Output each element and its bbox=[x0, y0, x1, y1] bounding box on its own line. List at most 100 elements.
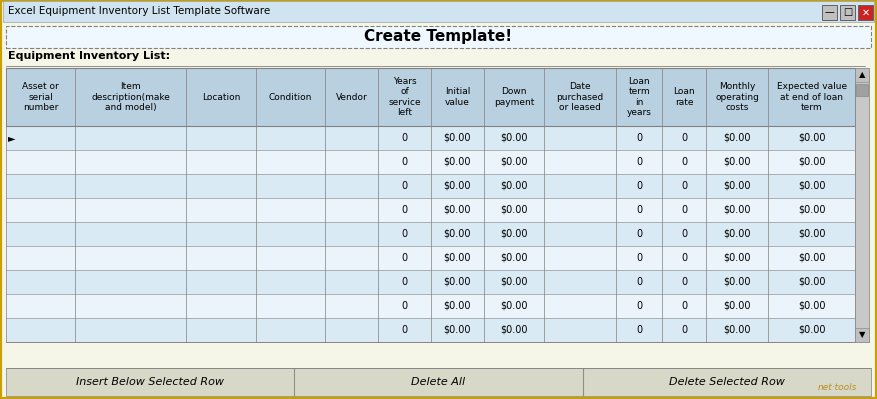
Text: Insert Below Selected Row: Insert Below Selected Row bbox=[76, 377, 225, 387]
Bar bbox=[6, 126, 855, 150]
Text: 0: 0 bbox=[636, 181, 642, 191]
Text: $0.00: $0.00 bbox=[500, 253, 528, 263]
Bar bbox=[855, 68, 869, 82]
Text: 0: 0 bbox=[636, 325, 642, 335]
Bar bbox=[840, 5, 855, 20]
Text: 0: 0 bbox=[636, 277, 642, 287]
Bar bbox=[3, 1, 874, 22]
Text: Date
purchased
or leased: Date purchased or leased bbox=[556, 82, 603, 112]
Text: Asset or
serial
number: Asset or serial number bbox=[22, 82, 59, 112]
Text: $0.00: $0.00 bbox=[444, 229, 471, 239]
Text: Condition: Condition bbox=[268, 93, 312, 101]
Bar bbox=[6, 68, 855, 126]
Text: $0.00: $0.00 bbox=[444, 325, 471, 335]
Text: $0.00: $0.00 bbox=[798, 157, 825, 167]
Text: ▲: ▲ bbox=[859, 71, 866, 79]
Text: Loan
term
in
years: Loan term in years bbox=[627, 77, 652, 117]
Text: 0: 0 bbox=[402, 133, 408, 143]
Text: $0.00: $0.00 bbox=[724, 181, 751, 191]
Text: $0.00: $0.00 bbox=[798, 277, 825, 287]
Text: $0.00: $0.00 bbox=[444, 205, 471, 215]
Text: Initial
value: Initial value bbox=[445, 87, 470, 107]
Text: 0: 0 bbox=[681, 253, 687, 263]
Bar bbox=[856, 84, 868, 96]
Text: Expected value
at end of loan
term: Expected value at end of loan term bbox=[776, 82, 846, 112]
Text: $0.00: $0.00 bbox=[724, 157, 751, 167]
Text: $0.00: $0.00 bbox=[724, 205, 751, 215]
Bar bbox=[6, 222, 855, 246]
Bar bbox=[6, 270, 855, 294]
Text: Location: Location bbox=[202, 93, 240, 101]
Text: 0: 0 bbox=[402, 253, 408, 263]
Text: Item
description(make
and model): Item description(make and model) bbox=[91, 82, 170, 112]
Text: $0.00: $0.00 bbox=[444, 133, 471, 143]
Text: Years
of
service
left: Years of service left bbox=[389, 77, 421, 117]
Bar bbox=[6, 174, 855, 198]
Text: $0.00: $0.00 bbox=[798, 325, 825, 335]
Text: 0: 0 bbox=[636, 229, 642, 239]
Text: $0.00: $0.00 bbox=[798, 133, 825, 143]
Text: 0: 0 bbox=[681, 229, 687, 239]
Text: $0.00: $0.00 bbox=[724, 253, 751, 263]
Text: Delete Selected Row: Delete Selected Row bbox=[669, 377, 785, 387]
Text: 0: 0 bbox=[402, 205, 408, 215]
Bar bbox=[6, 26, 871, 48]
Text: —: — bbox=[824, 8, 834, 18]
Text: 0: 0 bbox=[681, 133, 687, 143]
Text: $0.00: $0.00 bbox=[444, 301, 471, 311]
Text: 0: 0 bbox=[636, 205, 642, 215]
Text: Create Template!: Create Template! bbox=[365, 30, 512, 45]
Text: 0: 0 bbox=[681, 277, 687, 287]
Text: 0: 0 bbox=[636, 301, 642, 311]
Text: $0.00: $0.00 bbox=[798, 301, 825, 311]
Text: $0.00: $0.00 bbox=[444, 253, 471, 263]
Text: 0: 0 bbox=[402, 325, 408, 335]
Text: Excel Equipment Inventory List Template Software: Excel Equipment Inventory List Template … bbox=[8, 6, 270, 16]
Text: 0: 0 bbox=[402, 301, 408, 311]
Text: 0: 0 bbox=[681, 181, 687, 191]
Text: ▼: ▼ bbox=[859, 330, 866, 340]
Text: Vendor: Vendor bbox=[336, 93, 367, 101]
Text: 0: 0 bbox=[681, 205, 687, 215]
Text: $0.00: $0.00 bbox=[724, 133, 751, 143]
Text: $0.00: $0.00 bbox=[444, 157, 471, 167]
Text: 0: 0 bbox=[402, 181, 408, 191]
Text: $0.00: $0.00 bbox=[500, 325, 528, 335]
Bar bbox=[6, 246, 855, 270]
Text: $0.00: $0.00 bbox=[444, 181, 471, 191]
Text: 0: 0 bbox=[636, 253, 642, 263]
Text: Down
payment: Down payment bbox=[494, 87, 534, 107]
Text: 0: 0 bbox=[402, 229, 408, 239]
Text: $0.00: $0.00 bbox=[500, 157, 528, 167]
Text: ✕: ✕ bbox=[861, 8, 870, 18]
Text: $0.00: $0.00 bbox=[500, 205, 528, 215]
Text: $0.00: $0.00 bbox=[500, 301, 528, 311]
Text: $0.00: $0.00 bbox=[798, 181, 825, 191]
Text: ►: ► bbox=[8, 133, 16, 143]
Text: 0: 0 bbox=[681, 325, 687, 335]
Text: net·tools: net·tools bbox=[817, 383, 857, 392]
Text: $0.00: $0.00 bbox=[500, 229, 528, 239]
Bar bbox=[6, 198, 855, 222]
Text: Loan
rate: Loan rate bbox=[674, 87, 695, 107]
Text: 0: 0 bbox=[636, 157, 642, 167]
Text: Monthly
operating
costs: Monthly operating costs bbox=[715, 82, 759, 112]
Bar bbox=[6, 368, 871, 396]
Text: $0.00: $0.00 bbox=[724, 229, 751, 239]
Bar bbox=[855, 68, 869, 342]
Text: $0.00: $0.00 bbox=[444, 277, 471, 287]
Bar bbox=[858, 5, 873, 20]
Text: $0.00: $0.00 bbox=[798, 253, 825, 263]
Text: 0: 0 bbox=[402, 277, 408, 287]
Text: 0: 0 bbox=[402, 157, 408, 167]
Text: $0.00: $0.00 bbox=[500, 181, 528, 191]
Text: 0: 0 bbox=[681, 301, 687, 311]
Bar bbox=[6, 150, 855, 174]
Text: $0.00: $0.00 bbox=[724, 301, 751, 311]
Text: □: □ bbox=[843, 8, 852, 18]
Text: $0.00: $0.00 bbox=[798, 205, 825, 215]
Text: $0.00: $0.00 bbox=[724, 325, 751, 335]
Bar bbox=[6, 294, 855, 318]
Bar bbox=[6, 318, 855, 342]
Text: $0.00: $0.00 bbox=[724, 277, 751, 287]
